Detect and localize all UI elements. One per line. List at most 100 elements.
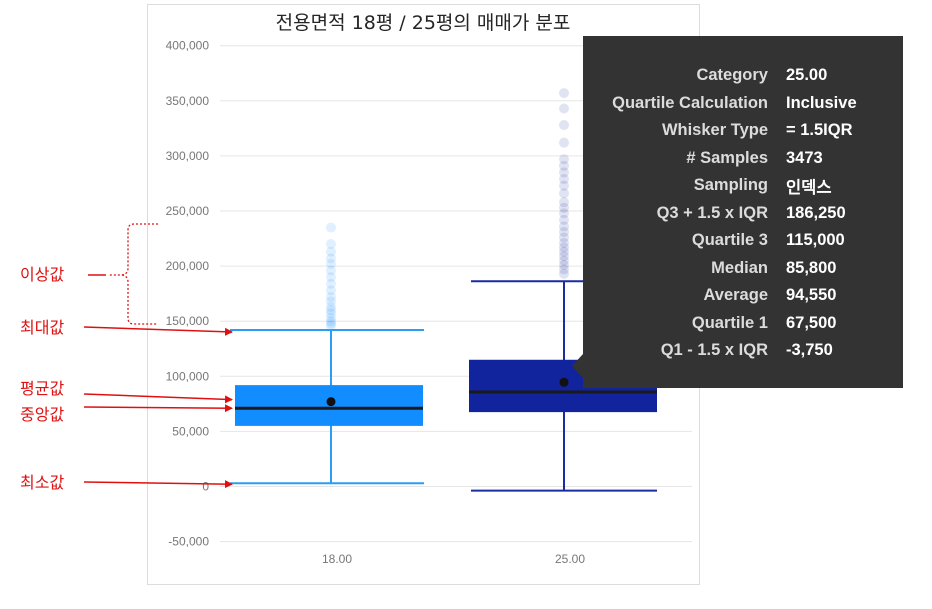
tooltip-key: Median xyxy=(711,258,768,277)
tooltip-value: 115,000 xyxy=(786,231,845,250)
tooltip-value: 94,550 xyxy=(786,286,837,305)
tooltip-row: Q1 - 1.5 x IQR -3,750 xyxy=(583,337,903,365)
outlier-point[interactable] xyxy=(326,291,336,302)
tooltip-row: Q3 + 1.5 x IQR 186,250 xyxy=(583,200,903,228)
outlier-point[interactable] xyxy=(559,268,569,279)
outlier-point[interactable] xyxy=(326,258,336,269)
outlier-point[interactable] xyxy=(559,154,569,165)
box-18.00[interactable] xyxy=(230,222,424,485)
tooltip-value: 25.00 xyxy=(786,66,828,85)
tooltip-key: Category xyxy=(696,66,768,85)
tooltip-value: 186,250 xyxy=(786,203,846,222)
annotation-label-max: 최대값 xyxy=(20,318,64,337)
outlier-point[interactable] xyxy=(559,246,569,257)
tooltip: Category 25.00 Quartile Calculation Inclusi… xyxy=(583,36,903,388)
tooltip-row: Quartile 1 67,500 xyxy=(583,310,903,338)
outlier-point[interactable] xyxy=(559,221,569,232)
outlier-point[interactable] xyxy=(326,265,336,276)
max-arrow xyxy=(83,326,233,336)
outlier-point[interactable] xyxy=(326,312,336,323)
outlier-point[interactable] xyxy=(326,239,336,250)
tooltip-value: 85,800 xyxy=(786,258,837,277)
outlier-point[interactable] xyxy=(326,272,336,283)
outlier-point[interactable] xyxy=(559,232,569,243)
tooltip-row: Quartile 3 115,000 xyxy=(583,227,903,255)
outlier-point[interactable] xyxy=(559,160,569,171)
tooltip-key: Average xyxy=(703,286,768,305)
tooltip-row: Average 94,550 xyxy=(583,282,903,310)
tooltip-row: Sampling 인덱스 xyxy=(583,172,903,200)
y-tick-label: 50,000 xyxy=(172,424,209,438)
tooltip-key: # Samples xyxy=(686,148,768,167)
outlier-point[interactable] xyxy=(326,308,336,319)
outlier-point[interactable] xyxy=(326,246,336,257)
x-axis-ticks: 18.00 25.00 xyxy=(322,552,585,566)
tooltip-value: 인덱스 xyxy=(786,178,832,197)
tooltip-value: Inclusive xyxy=(786,93,857,112)
tooltip-key: Sampling xyxy=(693,176,768,195)
annotation-label-median: 중앙값 xyxy=(20,405,64,424)
outlier-point[interactable] xyxy=(326,320,336,331)
tooltip-row: Median 85,800 xyxy=(583,255,903,283)
tooltip-key: Quartile 1 xyxy=(691,313,768,332)
tooltip-value: 3473 xyxy=(786,148,823,167)
y-tick-label: 100,000 xyxy=(166,369,210,383)
chart-title: 전용면적 18평 / 25평의 매매가 분포 xyxy=(276,12,571,34)
outlier-point[interactable] xyxy=(559,251,569,262)
outlier-point[interactable] xyxy=(559,255,569,266)
tooltip-row: # Samples 3473 xyxy=(583,145,903,173)
outlier-bracket xyxy=(108,223,158,325)
y-tick-label: 200,000 xyxy=(166,259,210,273)
outlier-point[interactable] xyxy=(326,305,336,316)
outlier-point[interactable] xyxy=(559,188,569,199)
outlier-point[interactable] xyxy=(559,167,569,178)
outlier-point[interactable] xyxy=(559,226,569,237)
outlier-point[interactable] xyxy=(559,242,569,253)
y-tick-label: -50,000 xyxy=(168,535,209,549)
outlier-point[interactable] xyxy=(559,88,569,99)
outlier-point[interactable] xyxy=(326,278,336,289)
outlier-point[interactable] xyxy=(326,253,336,264)
outlier-point[interactable] xyxy=(559,137,569,148)
min-arrow xyxy=(83,480,233,489)
outlier-point[interactable] xyxy=(559,237,569,248)
median-arrow xyxy=(83,404,233,413)
tooltip-value: -3,750 xyxy=(786,341,833,360)
x-tick-label: 18.00 xyxy=(322,552,352,566)
outlier-point[interactable] xyxy=(326,222,336,233)
outlier-point[interactable] xyxy=(559,197,569,208)
mean-dot[interactable] xyxy=(559,377,569,387)
outlier-point[interactable] xyxy=(326,285,336,296)
tooltip-row: Whisker Type = 1.5IQR xyxy=(583,117,903,145)
tooltip-key: Quartile Calculation xyxy=(612,93,768,112)
outlier-point[interactable] xyxy=(326,296,336,307)
y-tick-label: 0 xyxy=(202,480,209,494)
annotation-label-mean: 평균값 xyxy=(20,379,64,398)
outlier-point[interactable] xyxy=(559,264,569,275)
y-tick-label: 300,000 xyxy=(166,149,210,163)
outlier-point[interactable] xyxy=(559,103,569,114)
outlier-point[interactable] xyxy=(326,318,336,329)
annotation-label-min: 최소값 xyxy=(20,473,64,492)
tooltip-row: Category 25.00 xyxy=(583,62,903,90)
annotation-label-outlier: 이상값 xyxy=(20,265,64,284)
outlier-point[interactable] xyxy=(559,208,569,219)
tooltip-key: Q1 - 1.5 x IQR xyxy=(660,341,768,360)
outlier-point[interactable] xyxy=(559,202,569,213)
outlier-point[interactable] xyxy=(326,316,336,327)
outlier-point[interactable] xyxy=(559,120,569,131)
tooltip-value: 67,500 xyxy=(786,313,837,332)
tooltip-pointer xyxy=(572,354,583,378)
outlier-point[interactable] xyxy=(559,180,569,191)
tooltip-key: Whisker Type xyxy=(661,121,768,140)
outlier-point[interactable] xyxy=(559,214,569,225)
y-tick-label: 150,000 xyxy=(166,314,210,328)
outlier-point[interactable] xyxy=(326,301,336,312)
tooltip-row: Quartile Calculation Inclusive xyxy=(583,90,903,118)
mean-dot[interactable] xyxy=(326,397,336,407)
outlier-point[interactable] xyxy=(559,259,569,270)
outlier-point[interactable] xyxy=(559,174,569,185)
tooltip-value: = 1.5IQR xyxy=(786,121,853,140)
